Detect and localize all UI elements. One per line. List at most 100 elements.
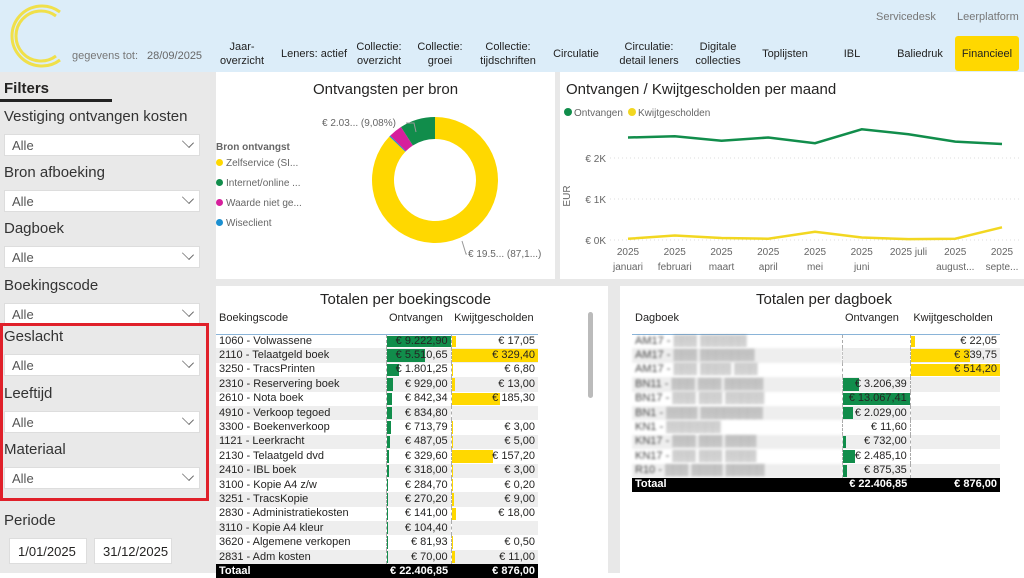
leader-line — [406, 122, 417, 133]
filter-value: Alle — [12, 358, 34, 373]
period-start-input[interactable]: 1/01/2025 — [9, 538, 87, 564]
x-tick-label: 2025 — [804, 247, 827, 258]
ontvangen-cell: € 929,00 — [385, 377, 452, 392]
ontvangen-cell — [841, 334, 911, 349]
table-row[interactable]: KN1 - ▒▒▒▒▒▒▒ € 11,60 — [632, 420, 1000, 435]
ontvangen-cell: € 875,35 — [841, 463, 911, 478]
donut-title: Ontvangsten per bron — [313, 81, 459, 98]
ontvangen-cell: € 81,93 — [385, 535, 452, 550]
table-row[interactable]: 1060 - Volwassene € 9.222,90 € 17,05 — [216, 334, 538, 349]
donut-legend-item[interactable]: Zelfservice (SI... — [216, 158, 298, 169]
donut-slice[interactable] — [389, 135, 406, 152]
nav-tab-digitale-collecties[interactable]: Digitale collecties — [690, 36, 746, 72]
table-row[interactable]: 2310 - Reservering boek € 929,00 € 13,00 — [216, 377, 538, 392]
row-label: 3620 - Algemene verkopen — [219, 536, 351, 549]
row-label: 3100 - Kopie A4 z/w — [219, 478, 317, 491]
filter-label: Vestiging ontvangen kosten — [4, 108, 188, 125]
nav-tab-label: Collectie: — [485, 41, 531, 53]
donut-legend-item[interactable]: Wiseclient — [216, 218, 272, 229]
leerplatform-link[interactable]: Leerplatform — [957, 11, 1019, 23]
nav-tab-collectie-overzicht[interactable]: Collectie: overzicht — [352, 36, 406, 72]
nav-tab-collectie-groei[interactable]: Collectie: groei — [413, 36, 467, 72]
column-header[interactable]: Ontvangen — [842, 312, 911, 335]
table-row[interactable]: KN17 - ▒▒▒ ▒▒▒ ▒▒▒▒ € 2.485,10 — [632, 449, 1000, 464]
ontvangen-cell: € 834,80 — [385, 405, 452, 421]
nav-tab-label: Circulatie — [553, 48, 599, 60]
row-label: 1121 - Leerkracht — [216, 434, 386, 450]
row-label: 2831 - Adm kosten — [216, 549, 386, 565]
nav-tab-circulatie-detail-leners[interactable]: Circulatie: detail leners — [613, 36, 685, 72]
column-header[interactable]: Dagboek — [632, 312, 842, 335]
chevron-down-icon — [181, 135, 195, 149]
donut-slice[interactable] — [400, 117, 435, 146]
row-label: 2410 - IBL boek — [216, 463, 386, 478]
donut-slice[interactable] — [372, 117, 498, 243]
nav-tab-toplijsten[interactable]: Toplijsten — [755, 36, 815, 72]
nav-tab-label: collecties — [695, 55, 741, 67]
table-row[interactable]: AM17 - ▒▒▒ ▒▒▒▒▒▒▒ € 339,75 — [632, 348, 1000, 363]
donut-legend-item[interactable]: Internet/online ... — [216, 178, 301, 189]
ontvangen-cell: € 270,20 — [385, 492, 452, 507]
period-end-input[interactable]: 31/12/2025 — [94, 538, 172, 564]
filter-value: Alle — [12, 415, 34, 430]
filter-dropdown[interactable]: Alle — [4, 354, 200, 376]
column-header[interactable]: Kwijtgescholden — [451, 312, 538, 335]
filter-dropdown[interactable]: Alle — [4, 246, 200, 268]
x-tick-label: august... — [936, 262, 974, 273]
column-header[interactable]: Kwijtgescholden — [910, 312, 1000, 335]
table-row[interactable]: 3251 - TracsKopie € 270,20 € 9,00 — [216, 492, 538, 507]
row-label: BN17 - ▒▒▒ ▒▒▒ ▒▒▒▒▒ — [635, 392, 765, 405]
table-row[interactable]: 3250 - TracsPrinten € 1.801,25 € 6,80 — [216, 362, 538, 378]
table-row[interactable]: 1121 - Leerkracht € 487,05 € 5,00 — [216, 434, 538, 450]
series-line-ontvangen[interactable] — [627, 128, 1003, 146]
donut-chart: € 2.03... (9,08%) € 19.5... (87,1...) — [322, 117, 541, 260]
donut-slice[interactable] — [390, 126, 413, 152]
table-row[interactable]: 2410 - IBL boek € 318,00 € 3,00 — [216, 463, 538, 478]
kwijtgescholden-cell — [909, 405, 1000, 421]
filter-dropdown[interactable]: Alle — [4, 303, 200, 325]
donut-legend-item[interactable]: Waarde niet ge... — [216, 198, 302, 209]
filter-dropdown[interactable]: Alle — [4, 190, 200, 212]
table-row[interactable]: AM17 - ▒▒▒ ▒▒▒▒ ▒▒▒ € 514,20 — [632, 362, 1000, 378]
nav-tab-collectie-tijdschriften[interactable]: Collectie: tijdschriften — [478, 36, 538, 72]
table-row[interactable]: R10 - ▒▒▒ ▒▒▒▒ ▒▒▒▒▒ € 875,35 — [632, 463, 1000, 478]
nav-tab-financieel[interactable]: Financieel — [955, 36, 1019, 71]
table-row[interactable]: KN17 - ▒▒▒ ▒▒▒ ▒▒▒▒ € 732,00 — [632, 434, 1000, 450]
table-row[interactable]: AM17 - ▒▒▒ ▒▒▒▒▒▒ € 22,05 — [632, 334, 1000, 349]
kwijtgescholden-cell: € 17,05 — [450, 334, 538, 349]
nav-tab-circulatie[interactable]: Circulatie — [552, 36, 600, 72]
table-row[interactable]: 2110 - Telaatgeld boek € 5.510,65 € 329,… — [216, 348, 538, 363]
nav-tab-leners-actief[interactable]: Leners: actief — [278, 36, 350, 72]
table-row[interactable]: 4910 - Verkoop tegoed € 834,80 — [216, 405, 538, 421]
table-row[interactable]: 3100 - Kopie A4 z/w € 284,70 € 0,20 — [216, 477, 538, 493]
nav-tab-baliedruk[interactable]: Baliedruk — [890, 36, 950, 72]
servicedesk-link[interactable]: Servicedesk — [876, 11, 936, 23]
series-line-kwijtgescholden[interactable] — [627, 226, 1003, 241]
nav-tab-label: groei — [427, 55, 453, 67]
nav-tab-label: detail leners — [619, 55, 679, 67]
y-axis-label: EUR — [562, 185, 573, 206]
nav-tab-label: Baliedruk — [897, 48, 943, 60]
legend-dot-icon — [216, 179, 223, 186]
table-row[interactable]: 2610 - Nota boek € 842,34 € 185,30 — [216, 391, 538, 406]
table-row[interactable]: 3620 - Algemene verkopen € 81,93 € 0,50 — [216, 535, 538, 550]
table-row[interactable]: BN1 - ▒▒▒▒ ▒▒▒▒▒▒▒▒ € 2.029,00 — [632, 405, 1000, 421]
nav-tab-jaar-overzicht[interactable]: Jaar-overzicht — [220, 36, 264, 72]
table-row[interactable]: 3300 - Boekenverkoop € 713,79 € 3,00 — [216, 420, 538, 435]
filter-dropdown[interactable]: Alle — [4, 467, 200, 489]
table-row[interactable]: BN17 - ▒▒▒ ▒▒▒ ▒▒▒▒▒ € 13.067,41 — [632, 391, 1000, 406]
kwijtgescholden-cell: € 339,75 — [909, 348, 1000, 363]
table-row[interactable]: 2830 - Administratiekosten € 141,00 € 18… — [216, 506, 538, 522]
table-scrollbar[interactable] — [588, 312, 593, 398]
nav-tab-ibl[interactable]: IBL — [832, 36, 872, 72]
table-row[interactable]: 2831 - Adm kosten € 70,00 € 11,00 — [216, 549, 538, 565]
table-row[interactable]: 2130 - Telaatgeld dvd € 329,60 € 157,20 — [216, 449, 538, 464]
table-row[interactable]: 3110 - Kopie A4 kleur € 104,40 — [216, 521, 538, 536]
data-until-label: gegevens tot: — [72, 50, 139, 62]
filter-dropdown[interactable]: Alle — [4, 411, 200, 433]
table-row[interactable]: BN11 - ▒▒▒ ▒▒▒ ▒▒▒▒▒ € 3.206,39 — [632, 377, 1000, 392]
ontvangen-cell: € 9.222,90 — [385, 334, 452, 349]
filter-dropdown[interactable]: Alle — [4, 134, 200, 156]
column-header[interactable]: Boekingscode — [216, 312, 386, 335]
column-header[interactable]: Ontvangen — [386, 312, 452, 335]
